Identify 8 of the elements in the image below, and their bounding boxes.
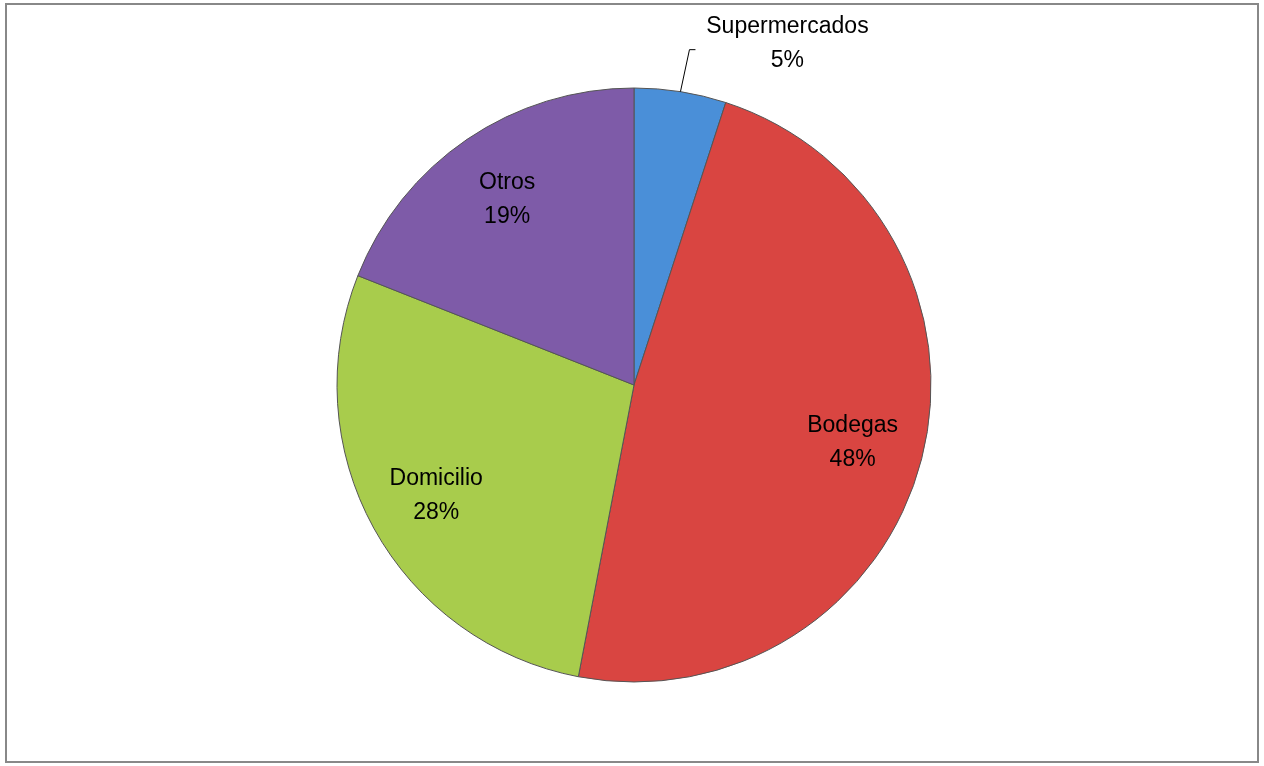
data-label: 28% (413, 497, 460, 524)
data-label: 48% (829, 445, 876, 472)
slice-label: Supermercados (706, 11, 869, 38)
data-label: 5% (770, 45, 805, 72)
slice-label: Bodegas (807, 411, 899, 438)
slice-label: Otros (479, 168, 536, 195)
slice-label: Domicilio (389, 463, 483, 490)
data-label: 19% (484, 202, 531, 229)
